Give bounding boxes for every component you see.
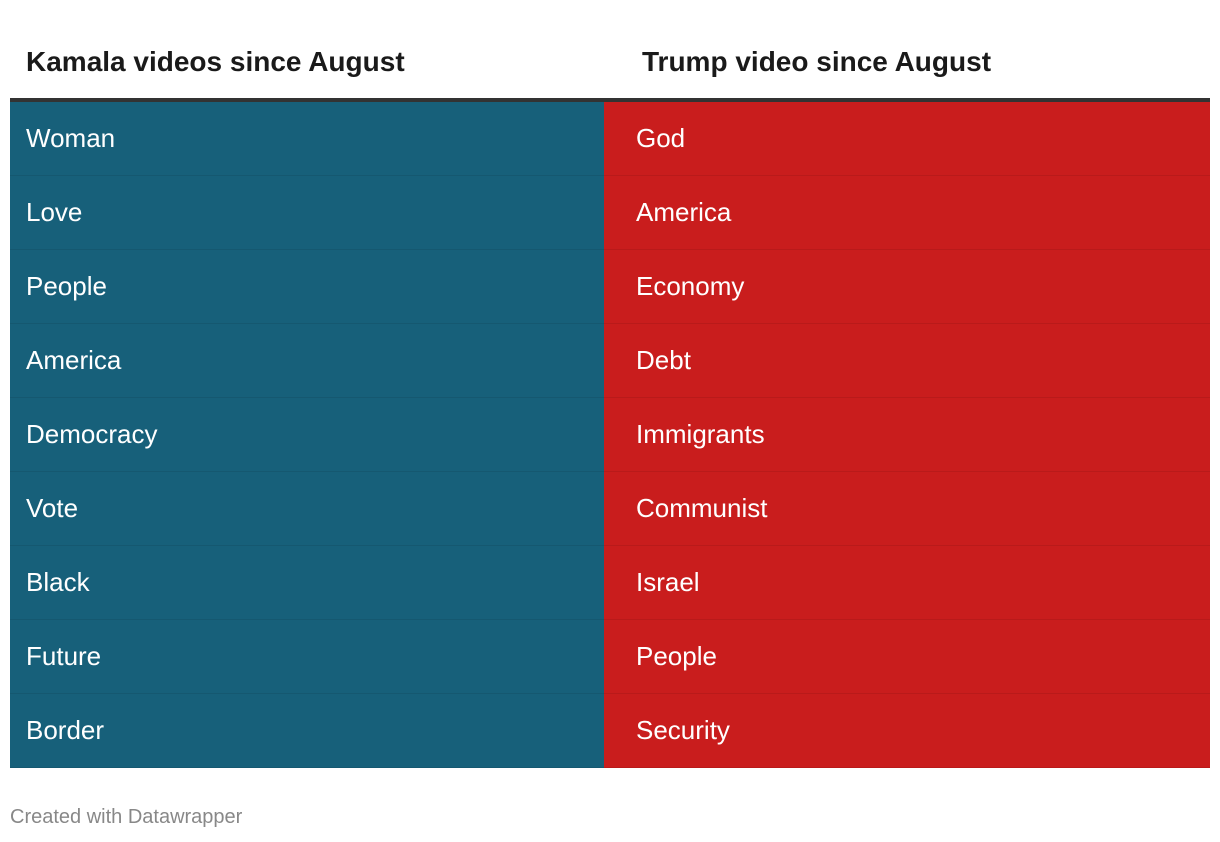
table-cell: Security	[604, 694, 1210, 768]
table-cell: People	[604, 620, 1210, 694]
table-row: Border Security	[10, 694, 1210, 768]
table-cell: People	[10, 250, 604, 324]
footer: Created with Datawrapper	[10, 806, 243, 828]
column-header: Kamala videos since August	[26, 46, 405, 77]
table-cell: Economy	[604, 250, 1210, 324]
table-body: Woman God Love America People Economy America D…	[10, 102, 1210, 768]
table-cell: Love	[10, 176, 604, 250]
table-cell: America	[604, 176, 1210, 250]
table-cell: Vote	[10, 472, 604, 546]
table-cell: Future	[10, 620, 604, 694]
header-row: Kamala videos since August Trump video s…	[10, 0, 1210, 102]
table-row: Democracy Immigrants	[10, 398, 1210, 472]
table-cell: Black	[10, 546, 604, 620]
table-row: America Debt	[10, 324, 1210, 398]
table-row: People Economy	[10, 250, 1210, 324]
table-row: Woman God	[10, 102, 1210, 176]
table-row: Future People	[10, 620, 1210, 694]
table-cell: America	[10, 324, 604, 398]
table-cell: Israel	[604, 546, 1210, 620]
table-cell: Communist	[604, 472, 1210, 546]
table-cell: Debt	[604, 324, 1210, 398]
table-cell: Woman	[10, 102, 604, 176]
table-row: Black Israel	[10, 546, 1210, 620]
table-cell: Immigrants	[604, 398, 1210, 472]
table-row: Love America	[10, 176, 1210, 250]
column-header: Trump video since August	[642, 46, 992, 77]
table-cell: Democracy	[10, 398, 604, 472]
table-cell: God	[604, 102, 1210, 176]
table: Kamala videos since August Trump video s…	[10, 0, 1210, 768]
table-row: Vote Communist	[10, 472, 1210, 546]
table-cell: Border	[10, 694, 604, 768]
